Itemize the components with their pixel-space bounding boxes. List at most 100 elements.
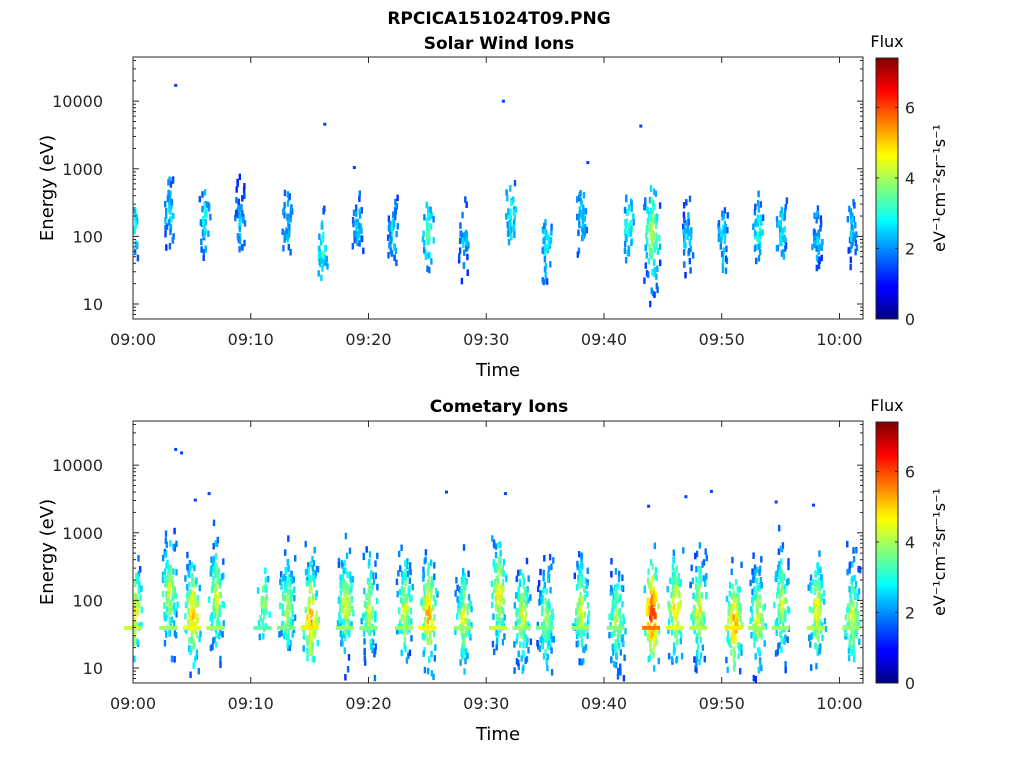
flux-cell (499, 601, 502, 609)
flux-cell (513, 214, 516, 221)
flux-cell (165, 212, 168, 219)
flux-cell (755, 607, 759, 615)
flux-cell (459, 222, 462, 229)
flux-cell (519, 569, 522, 576)
flux-cell (288, 223, 291, 230)
flux-cell (776, 649, 779, 656)
flux-cell (134, 609, 137, 616)
x-tick-label: 09:20 (345, 694, 391, 713)
flux-cell (652, 636, 655, 643)
flux-cell (624, 228, 627, 236)
flux-cell (536, 585, 540, 593)
colorbar-label-solar-wind: eV⁻¹cm⁻²sr⁻¹s⁻¹ (930, 124, 949, 252)
flux-cell (400, 649, 403, 657)
flux-cell (517, 659, 520, 667)
flux-cell (701, 611, 705, 619)
flux-cell (359, 625, 378, 630)
flux-cell (624, 222, 628, 229)
flux-cell (221, 631, 224, 638)
flux-cell (756, 566, 759, 574)
flux-cell (315, 565, 319, 573)
flux-cell (694, 594, 697, 602)
flux-cell (759, 617, 762, 624)
flux-cell (721, 262, 725, 269)
flux-cell (465, 617, 468, 625)
flux-cell (544, 607, 547, 614)
y-tick-label: 10 (83, 659, 103, 678)
flux-cell (752, 595, 755, 602)
flux-cell (815, 598, 819, 605)
flux-cell (587, 614, 590, 621)
flux-cell (364, 611, 367, 618)
flux-cell (810, 586, 813, 594)
flux-cell (624, 233, 628, 241)
flux-cell (545, 630, 549, 637)
flux-cell (190, 636, 193, 643)
flux-cell (165, 541, 168, 548)
flux-cell (215, 630, 219, 638)
flux-cell (674, 575, 677, 583)
flux-cell (456, 596, 459, 603)
flux-cell (523, 604, 526, 612)
flux-cell (758, 583, 762, 590)
flux-cell (544, 219, 547, 226)
flux-cell (170, 616, 174, 623)
flux-cell (737, 610, 741, 617)
flux-cell (203, 228, 207, 236)
flux-cell (373, 629, 376, 636)
flux-cell (170, 202, 173, 210)
flux-cell (547, 639, 550, 646)
flux-cell (693, 656, 696, 663)
flux-cell (586, 602, 590, 609)
flux-cell (753, 229, 757, 237)
flux-cell (515, 592, 518, 599)
flux-cell (462, 583, 465, 590)
flux-cell (720, 232, 724, 239)
flux-cell (734, 621, 737, 628)
flux-cell (339, 574, 342, 581)
flux-cell (686, 225, 690, 233)
flux-cell (459, 659, 462, 666)
flux-cell (217, 568, 220, 575)
flux-cell (541, 621, 544, 629)
flux-cell (340, 606, 344, 613)
flux-cell (816, 644, 819, 652)
flux-cell (538, 594, 542, 602)
flux-cell (300, 625, 319, 630)
flux-cell (525, 557, 529, 565)
flux-cell (134, 215, 137, 222)
flux-cell (815, 632, 818, 639)
flux-cell (852, 638, 855, 646)
flux-cell (347, 596, 351, 603)
flux-cell (135, 577, 139, 585)
flux-cell (816, 592, 820, 599)
flux-cell (525, 637, 528, 644)
flux-cell (667, 652, 671, 660)
flux-cell (198, 584, 201, 592)
flux-cell (466, 652, 469, 660)
flux-cell (580, 640, 584, 647)
flux-cell (200, 246, 203, 253)
spectrogram-cometary (124, 447, 862, 683)
flux-cell (318, 250, 321, 257)
flux-cell (649, 630, 653, 638)
flux-cell (263, 612, 266, 620)
flux-cell (611, 604, 614, 611)
flux-cell (656, 265, 659, 272)
flux-cell (718, 227, 721, 234)
flux-cell (653, 267, 656, 274)
flux-cell (344, 674, 347, 681)
flux-cell (582, 628, 586, 636)
flux-cell (849, 211, 853, 219)
flux-cell (758, 612, 761, 619)
flux-cell (615, 616, 619, 623)
flux-outlier (174, 83, 178, 87)
flux-cell (657, 657, 660, 665)
flux-cell (423, 239, 426, 247)
flux-cell (411, 583, 414, 591)
flux-cell (237, 198, 240, 206)
flux-cell (369, 573, 372, 580)
flux-cell (672, 568, 676, 575)
flux-cell (619, 663, 622, 670)
flux-cell (386, 234, 390, 241)
